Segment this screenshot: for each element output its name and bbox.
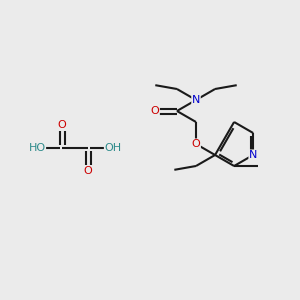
Text: N: N	[192, 95, 200, 105]
Text: HO: HO	[28, 143, 46, 153]
Text: O: O	[84, 166, 92, 176]
Text: O: O	[58, 120, 66, 130]
Text: N: N	[249, 150, 257, 160]
Text: O: O	[192, 139, 200, 149]
Text: O: O	[151, 106, 159, 116]
Text: OH: OH	[104, 143, 122, 153]
